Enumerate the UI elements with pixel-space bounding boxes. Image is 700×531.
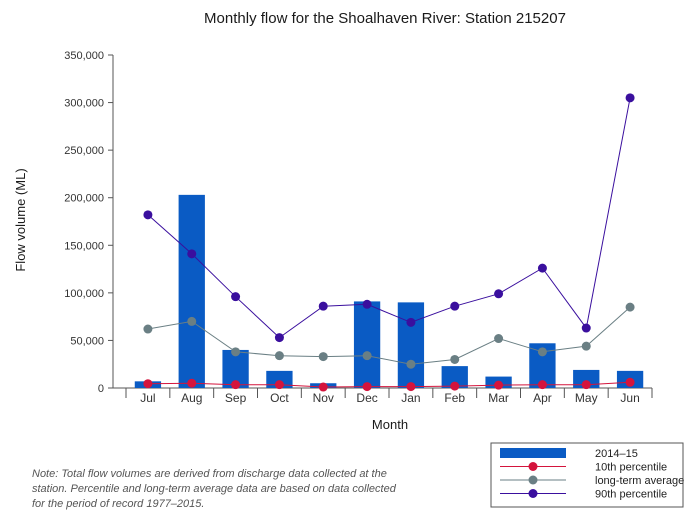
- point-long-term-average-feb: [450, 354, 460, 364]
- x-tick-label: Apr: [533, 391, 552, 405]
- point-90th-percentile-nov: [318, 301, 328, 311]
- y-tick-label: 50,000: [70, 335, 104, 347]
- point-long-term-average-may: [581, 341, 591, 351]
- point-90th-percentile-aug: [187, 249, 197, 259]
- x-tick-label: Feb: [444, 391, 465, 405]
- series-line-10th-percentile: [147, 381, 631, 388]
- y-tick-label: 350,000: [64, 50, 104, 62]
- x-axis-label: Month: [372, 417, 408, 432]
- x-tick-label: May: [575, 391, 598, 405]
- point-10th-percentile-dec: [362, 382, 372, 392]
- y-tick-label: 100,000: [64, 288, 104, 300]
- x-tick-label: Nov: [313, 391, 334, 405]
- y-tick-label: 200,000: [64, 193, 104, 205]
- legend-label: 10th percentile: [595, 462, 667, 474]
- point-long-term-average-sep: [231, 347, 241, 357]
- bar-aug: [178, 194, 205, 388]
- point-10th-percentile-may: [581, 380, 591, 390]
- point-90th-percentile-mar: [494, 289, 504, 299]
- point-10th-percentile-nov: [318, 382, 328, 392]
- legend-label: long-term average: [595, 475, 684, 487]
- point-90th-percentile-jul: [143, 210, 153, 220]
- legend-label: 90th percentile: [595, 489, 667, 501]
- point-10th-percentile-jan: [406, 382, 416, 392]
- footnote: Note: Total flow volumes are derived fro…: [32, 468, 396, 510]
- plot-area: 0 50,000 100,000 150,000 200,000 250,000 300,0…: [64, 50, 653, 405]
- point-10th-percentile-oct: [274, 380, 284, 390]
- point-90th-percentile-jun: [625, 93, 635, 103]
- point-90th-percentile-oct: [274, 333, 284, 343]
- point-long-term-average-nov: [318, 352, 328, 362]
- point-long-term-average-apr: [537, 347, 547, 357]
- x-tick-label: Dec: [356, 391, 377, 405]
- y-tick-label: 300,000: [64, 98, 104, 110]
- y-tick-label: 250,000: [64, 145, 104, 157]
- point-10th-percentile-jun: [625, 377, 635, 387]
- y-tick-label: 150,000: [64, 240, 104, 252]
- legend-swatch-marker: [528, 462, 538, 471]
- point-10th-percentile-sep: [231, 380, 241, 390]
- bar-may: [573, 369, 600, 388]
- point-10th-percentile-aug: [187, 378, 197, 388]
- point-10th-percentile-apr: [537, 380, 547, 390]
- bar-oct: [266, 370, 293, 388]
- point-long-term-average-mar: [494, 334, 504, 344]
- point-long-term-average-jan: [406, 359, 416, 369]
- x-tick-label: Jul: [140, 391, 155, 405]
- x-tick-label: Sep: [225, 391, 247, 405]
- x-tick-label: Aug: [181, 391, 202, 405]
- point-long-term-average-aug: [187, 316, 197, 326]
- point-10th-percentile-mar: [494, 380, 504, 390]
- point-long-term-average-dec: [362, 351, 372, 361]
- point-long-term-average-oct: [274, 351, 284, 361]
- point-90th-percentile-may: [581, 323, 591, 333]
- point-90th-percentile-sep: [231, 292, 241, 302]
- x-tick-label: Jun: [620, 391, 639, 405]
- point-10th-percentile-feb: [450, 381, 460, 391]
- y-tick-label: 0: [98, 383, 104, 395]
- point-90th-percentile-dec: [362, 299, 372, 309]
- point-long-term-average-jun: [625, 302, 635, 312]
- y-axis-label: Flow volume (ML): [13, 168, 28, 271]
- bar-dec: [353, 301, 381, 388]
- point-90th-percentile-feb: [450, 301, 460, 311]
- series-line-long-term-average: [147, 306, 631, 365]
- series-line-90th-percentile: [147, 97, 631, 339]
- legend-swatch-bar: [500, 448, 566, 458]
- x-tick-label: Mar: [488, 391, 509, 405]
- point-10th-percentile-jul: [143, 379, 153, 389]
- point-long-term-average-jul: [143, 324, 153, 334]
- bar-feb: [441, 366, 468, 388]
- x-tick-label: Jan: [401, 391, 420, 405]
- legend-label: 2014–15: [595, 448, 638, 460]
- x-tick-label: Oct: [270, 391, 289, 405]
- bar-jan: [397, 302, 425, 388]
- chart-title: Monthly flow for the Shoalhaven River: S…: [204, 10, 566, 27]
- legend-swatch-marker: [528, 489, 538, 498]
- point-90th-percentile-jan: [406, 317, 416, 327]
- point-90th-percentile-apr: [537, 263, 547, 273]
- legend-swatch-marker: [528, 475, 538, 485]
